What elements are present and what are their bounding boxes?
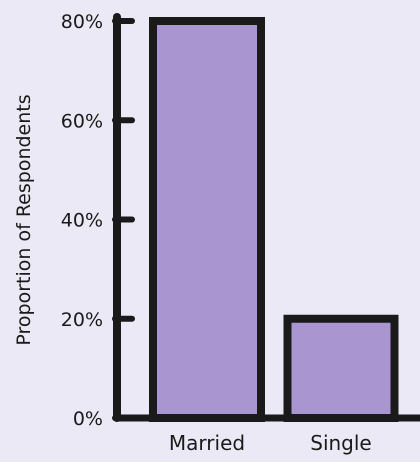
y-axis-title-group: Proportion of Respondents: [13, 94, 35, 345]
bars: [149, 17, 399, 422]
category-labels: Married Single: [169, 431, 372, 455]
y-tick-label: 80%: [61, 11, 103, 33]
axes: [113, 13, 420, 422]
y-tick-label: 40%: [61, 210, 103, 232]
y-tick-label: 60%: [61, 110, 103, 132]
category-label-single: Single: [310, 431, 371, 455]
bar-married: [149, 17, 265, 422]
category-label-married: Married: [169, 431, 245, 455]
y-axis-title: Proportion of Respondents: [13, 94, 35, 345]
y-tick-label: 0%: [73, 408, 103, 430]
y-tick-label: 20%: [61, 309, 103, 331]
bar-single: [283, 314, 399, 422]
